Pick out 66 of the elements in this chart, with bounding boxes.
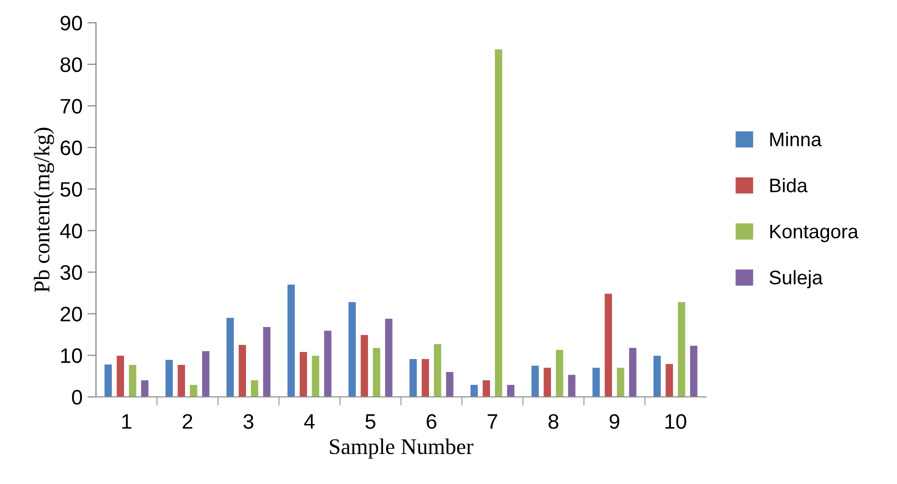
bar <box>348 302 356 397</box>
bar <box>616 368 624 397</box>
y-tick-label: 20 <box>60 306 82 322</box>
bar <box>128 364 136 397</box>
bar <box>666 364 673 397</box>
x-axis-title: Sample Number <box>330 438 474 459</box>
bar <box>544 368 552 397</box>
bar <box>653 356 661 397</box>
x-tick-label: 6 <box>426 414 436 429</box>
bar <box>507 384 514 397</box>
y-tick-label: 0 <box>72 390 82 405</box>
legend-label: Suleja <box>770 270 823 288</box>
x-tick-label: 4 <box>304 414 315 429</box>
bar <box>422 359 430 397</box>
x-tick-label: 8 <box>548 414 558 429</box>
legend-label: Bida <box>770 178 808 192</box>
x-tick-label: 10 <box>665 414 686 429</box>
bar <box>202 351 210 397</box>
bar <box>263 327 270 397</box>
bar <box>629 348 636 397</box>
bar <box>531 366 539 397</box>
bar <box>178 364 186 397</box>
x-tick-label: 9 <box>610 414 620 429</box>
y-tick-label: 50 <box>60 182 82 197</box>
y-tick-label: 80 <box>60 57 82 72</box>
bar <box>238 344 246 397</box>
bar <box>360 334 368 397</box>
bar <box>434 344 442 397</box>
x-tick-label: 3 <box>243 414 254 429</box>
bar <box>690 346 698 397</box>
x-tick-label: 7 <box>488 414 498 429</box>
y-axis-title: Pb content(mg/kg) <box>34 128 54 292</box>
bar <box>166 360 173 397</box>
bar <box>592 368 600 397</box>
bar <box>470 384 478 397</box>
legend-label: Kontagora <box>770 224 858 242</box>
legend-label: Minna <box>770 132 822 146</box>
bar <box>116 356 124 397</box>
bar <box>288 284 295 397</box>
bar <box>372 348 380 397</box>
bar <box>568 374 576 397</box>
bar <box>446 372 454 397</box>
bar <box>324 330 332 397</box>
y-tick-label: 10 <box>61 348 82 364</box>
y-tick-label: 30 <box>60 265 82 280</box>
bar <box>226 318 234 397</box>
bar <box>678 302 686 397</box>
y-tick-label: 40 <box>60 224 82 238</box>
bar <box>300 352 308 397</box>
x-tick-label: 1 <box>122 414 132 429</box>
bar <box>190 384 198 397</box>
x-tick-label: 2 <box>182 414 192 429</box>
bar <box>604 294 612 397</box>
bar <box>141 380 148 397</box>
bar <box>494 49 502 397</box>
y-tick-label: 90 <box>60 16 82 30</box>
bar <box>385 318 392 397</box>
bar <box>312 356 320 397</box>
x-tick-label: 5 <box>366 414 376 429</box>
bar <box>556 350 564 397</box>
bar <box>104 364 112 397</box>
bar <box>250 380 258 397</box>
y-tick-label: 60 <box>60 140 82 156</box>
bar <box>482 380 490 397</box>
bar <box>410 359 417 397</box>
y-tick-label: 70 <box>60 98 82 114</box>
